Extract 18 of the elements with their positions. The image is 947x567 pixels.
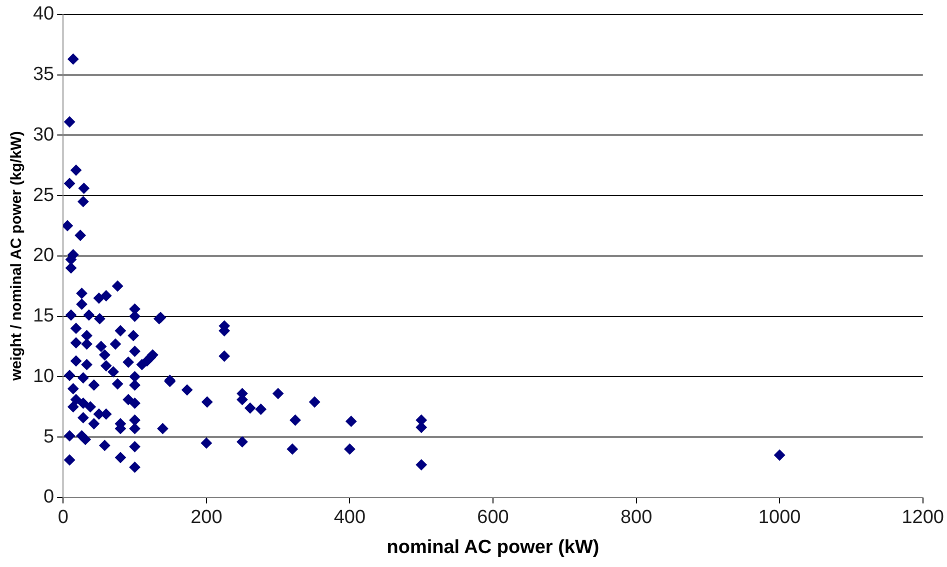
y-tick-label: 35 bbox=[32, 64, 54, 86]
y-tick-label: 30 bbox=[32, 124, 54, 146]
y-tick-label: 25 bbox=[32, 184, 54, 206]
x-tick-label: 400 bbox=[334, 507, 366, 528]
y-tick-label: 20 bbox=[32, 245, 54, 266]
y-tick-label: 5 bbox=[44, 426, 54, 448]
y-tick-label: 10 bbox=[32, 366, 54, 387]
x-axis-title: nominal AC power (kW) bbox=[386, 536, 600, 558]
x-tick-label: 0 bbox=[58, 507, 68, 528]
y-tick-label: 0 bbox=[44, 486, 54, 508]
x-tick-label: 200 bbox=[190, 507, 222, 528]
y-tick-label: 15 bbox=[32, 306, 54, 327]
x-tick-label: 600 bbox=[477, 507, 509, 528]
x-tick-label: 1200 bbox=[902, 507, 944, 528]
y-axis-title: weight / nominal AC power (kg/kW) bbox=[8, 131, 26, 382]
x-tick-label: 800 bbox=[620, 507, 652, 528]
y-tick-label: 40 bbox=[32, 4, 54, 25]
x-tick-label: 1000 bbox=[758, 507, 801, 528]
